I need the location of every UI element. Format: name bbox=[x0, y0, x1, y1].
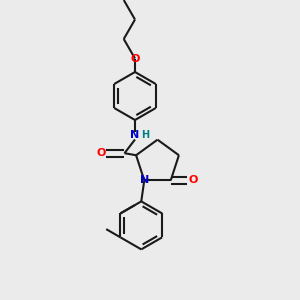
Text: O: O bbox=[130, 53, 140, 64]
Text: O: O bbox=[96, 148, 106, 158]
Text: N: N bbox=[130, 130, 140, 140]
Text: O: O bbox=[188, 176, 198, 185]
Text: N: N bbox=[140, 176, 149, 185]
Text: H: H bbox=[141, 130, 150, 140]
